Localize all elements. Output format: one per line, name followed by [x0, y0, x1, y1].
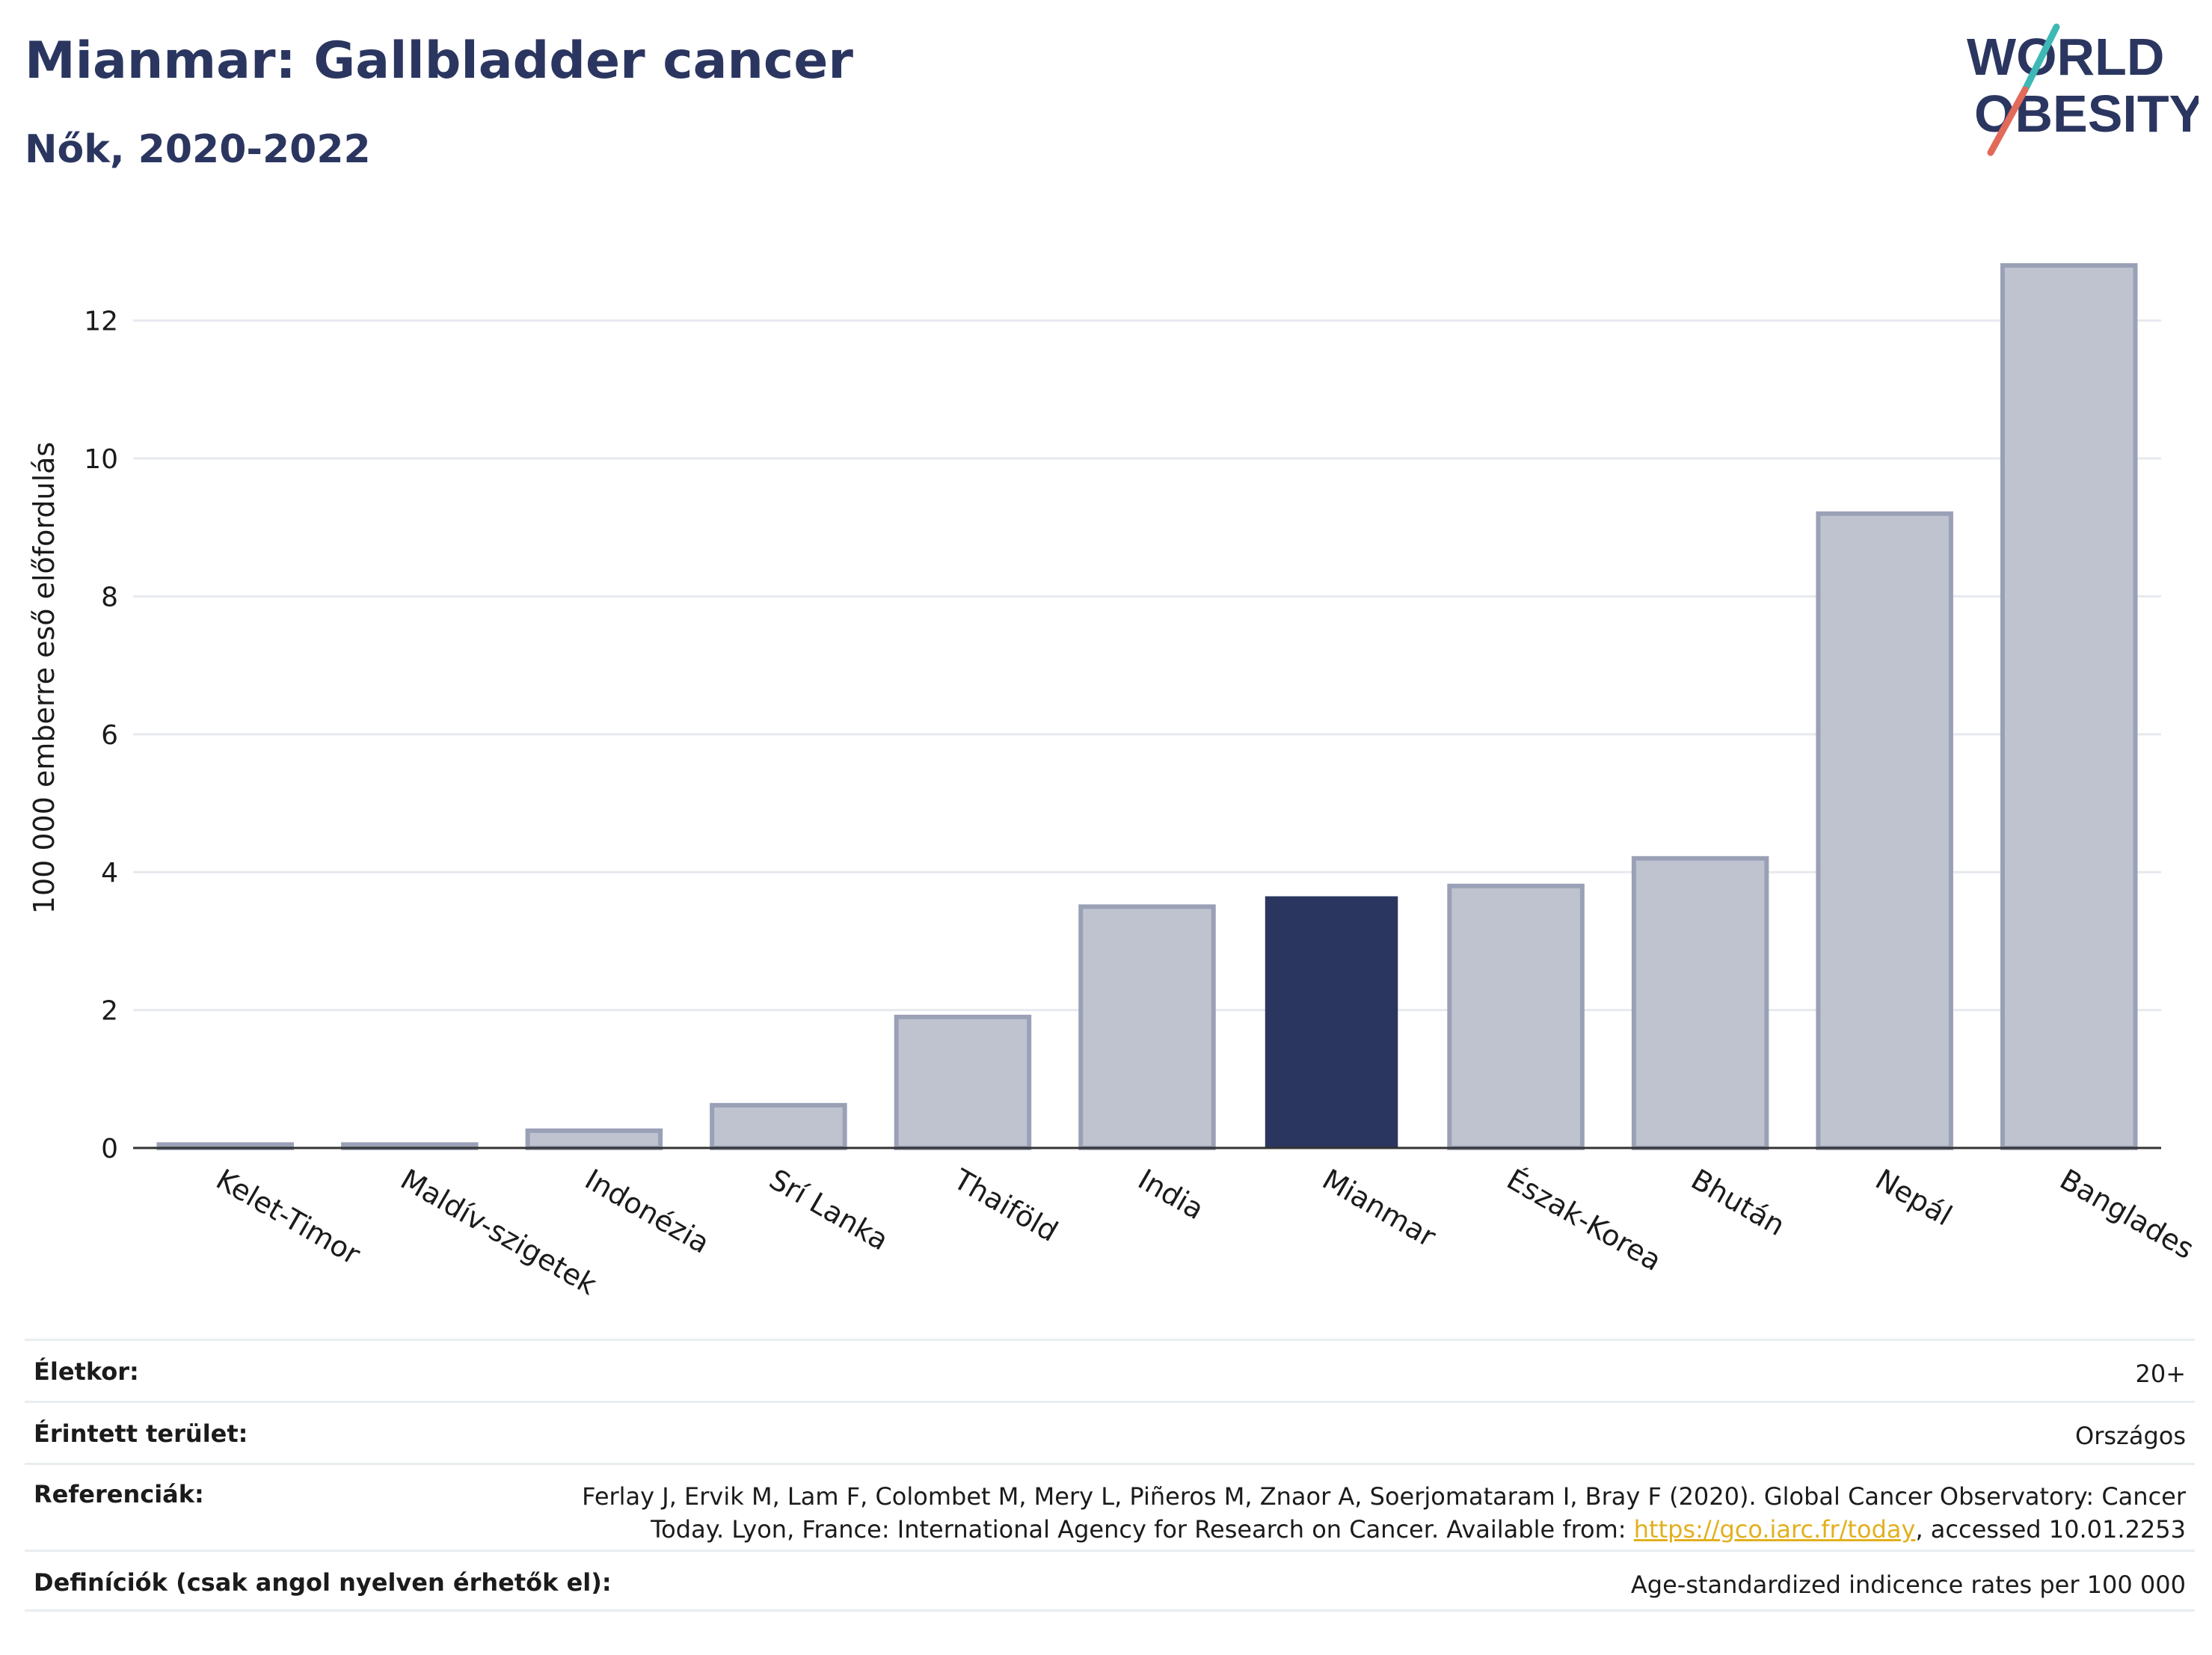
x-tick-label: India — [1133, 1163, 1210, 1226]
x-tick-label: Észak-Korea — [1502, 1163, 1668, 1277]
y-tick-label: 4 — [101, 858, 118, 888]
world-obesity-logo: WORLD OBESITY — [1967, 23, 2199, 156]
references-value: Ferlay J, Ervik M, Lam F, Colombet M, Me… — [582, 1480, 2186, 1546]
bar-indon-zia[interactable] — [525, 1128, 663, 1151]
definitions-label: Definíciók (csak angol nyelven érhetők e… — [34, 1568, 612, 1597]
chart-subtitle: Nők, 2020-2022 — [25, 127, 371, 172]
bar-nep-l[interactable] — [1816, 511, 1953, 1150]
x-tick-label: Kelet-Timor — [211, 1163, 366, 1271]
bar-sr-lanka[interactable] — [710, 1102, 847, 1151]
x-tick-label: Nepál — [1870, 1163, 1958, 1232]
age-label: Életkor: — [34, 1357, 139, 1386]
bars — [156, 262, 2138, 1151]
references-row: Referenciák: Ferlay J, Ervik M, Lam F, C… — [25, 1463, 2195, 1550]
definitions-value: Age-standardized indicence rates per 100… — [1630, 1570, 2186, 1599]
y-tick-label: 6 — [101, 720, 118, 751]
bar-bhut-n[interactable] — [1631, 856, 1769, 1150]
y-tick-label: 0 — [101, 1134, 118, 1164]
references-text-1: Ferlay J, Ervik M, Lam F, Colombet M, Me… — [582, 1482, 2186, 1511]
y-axis-ticks: 0 2 4 6 8 10 12 — [84, 307, 118, 1164]
x-tick-label: Maldív-szigetek — [395, 1163, 602, 1301]
y-tick-label: 12 — [84, 307, 118, 337]
area-value: Országos — [2075, 1422, 2186, 1450]
area-label: Érintett terület: — [34, 1419, 248, 1448]
x-tick-label: Srí Lanka — [764, 1163, 894, 1257]
references-label: Referenciák: — [34, 1480, 204, 1508]
age-row: Életkor: 20+ — [25, 1339, 2195, 1401]
bar-thaif-ld[interactable] — [894, 1014, 1032, 1151]
svg-text:WORLD: WORLD — [1967, 28, 2164, 86]
bar-india[interactable] — [1078, 904, 1216, 1150]
bar-mianmar[interactable] — [1265, 896, 1398, 1148]
bar-chart: 0 2 4 6 8 10 12 Kelet-Timor Maldív-szigetekIndo… — [28, 262, 2200, 1301]
y-axis-label: 100 000 emberre eső előfordulás — [28, 442, 61, 914]
references-text-3: , accessed 10.01.2253 — [1915, 1515, 2186, 1544]
references-link[interactable]: https://gco.iarc.fr/today — [1633, 1515, 1916, 1544]
definitions-row: Definíciók (csak angol nyelven érhetők e… — [25, 1550, 2195, 1612]
x-tick-label: Bhután — [1686, 1163, 1790, 1242]
bar--szak-korea[interactable] — [1447, 883, 1585, 1150]
x-tick-label: Thaiföld — [947, 1162, 1063, 1248]
age-value: 20+ — [2135, 1360, 2186, 1388]
chart-title: Mianmar: Gallbladder cancer — [25, 31, 853, 90]
x-tick-label: Banglades — [2054, 1163, 2199, 1265]
y-tick-label: 2 — [101, 996, 118, 1027]
x-tick-label: Indonézia — [580, 1163, 715, 1260]
y-tick-label: 10 — [84, 444, 118, 475]
area-row: Érintett terület: Országos — [25, 1401, 2195, 1463]
references-text-2: Today. Lyon, France: International Agenc… — [651, 1515, 1634, 1544]
chart-info-table: Életkor: 20+ Érintett terület: Országos … — [25, 1339, 2195, 1612]
bar-banglades[interactable] — [2000, 262, 2138, 1150]
x-tick-label: Mianmar — [1317, 1163, 1442, 1254]
y-tick-label: 8 — [101, 582, 118, 612]
